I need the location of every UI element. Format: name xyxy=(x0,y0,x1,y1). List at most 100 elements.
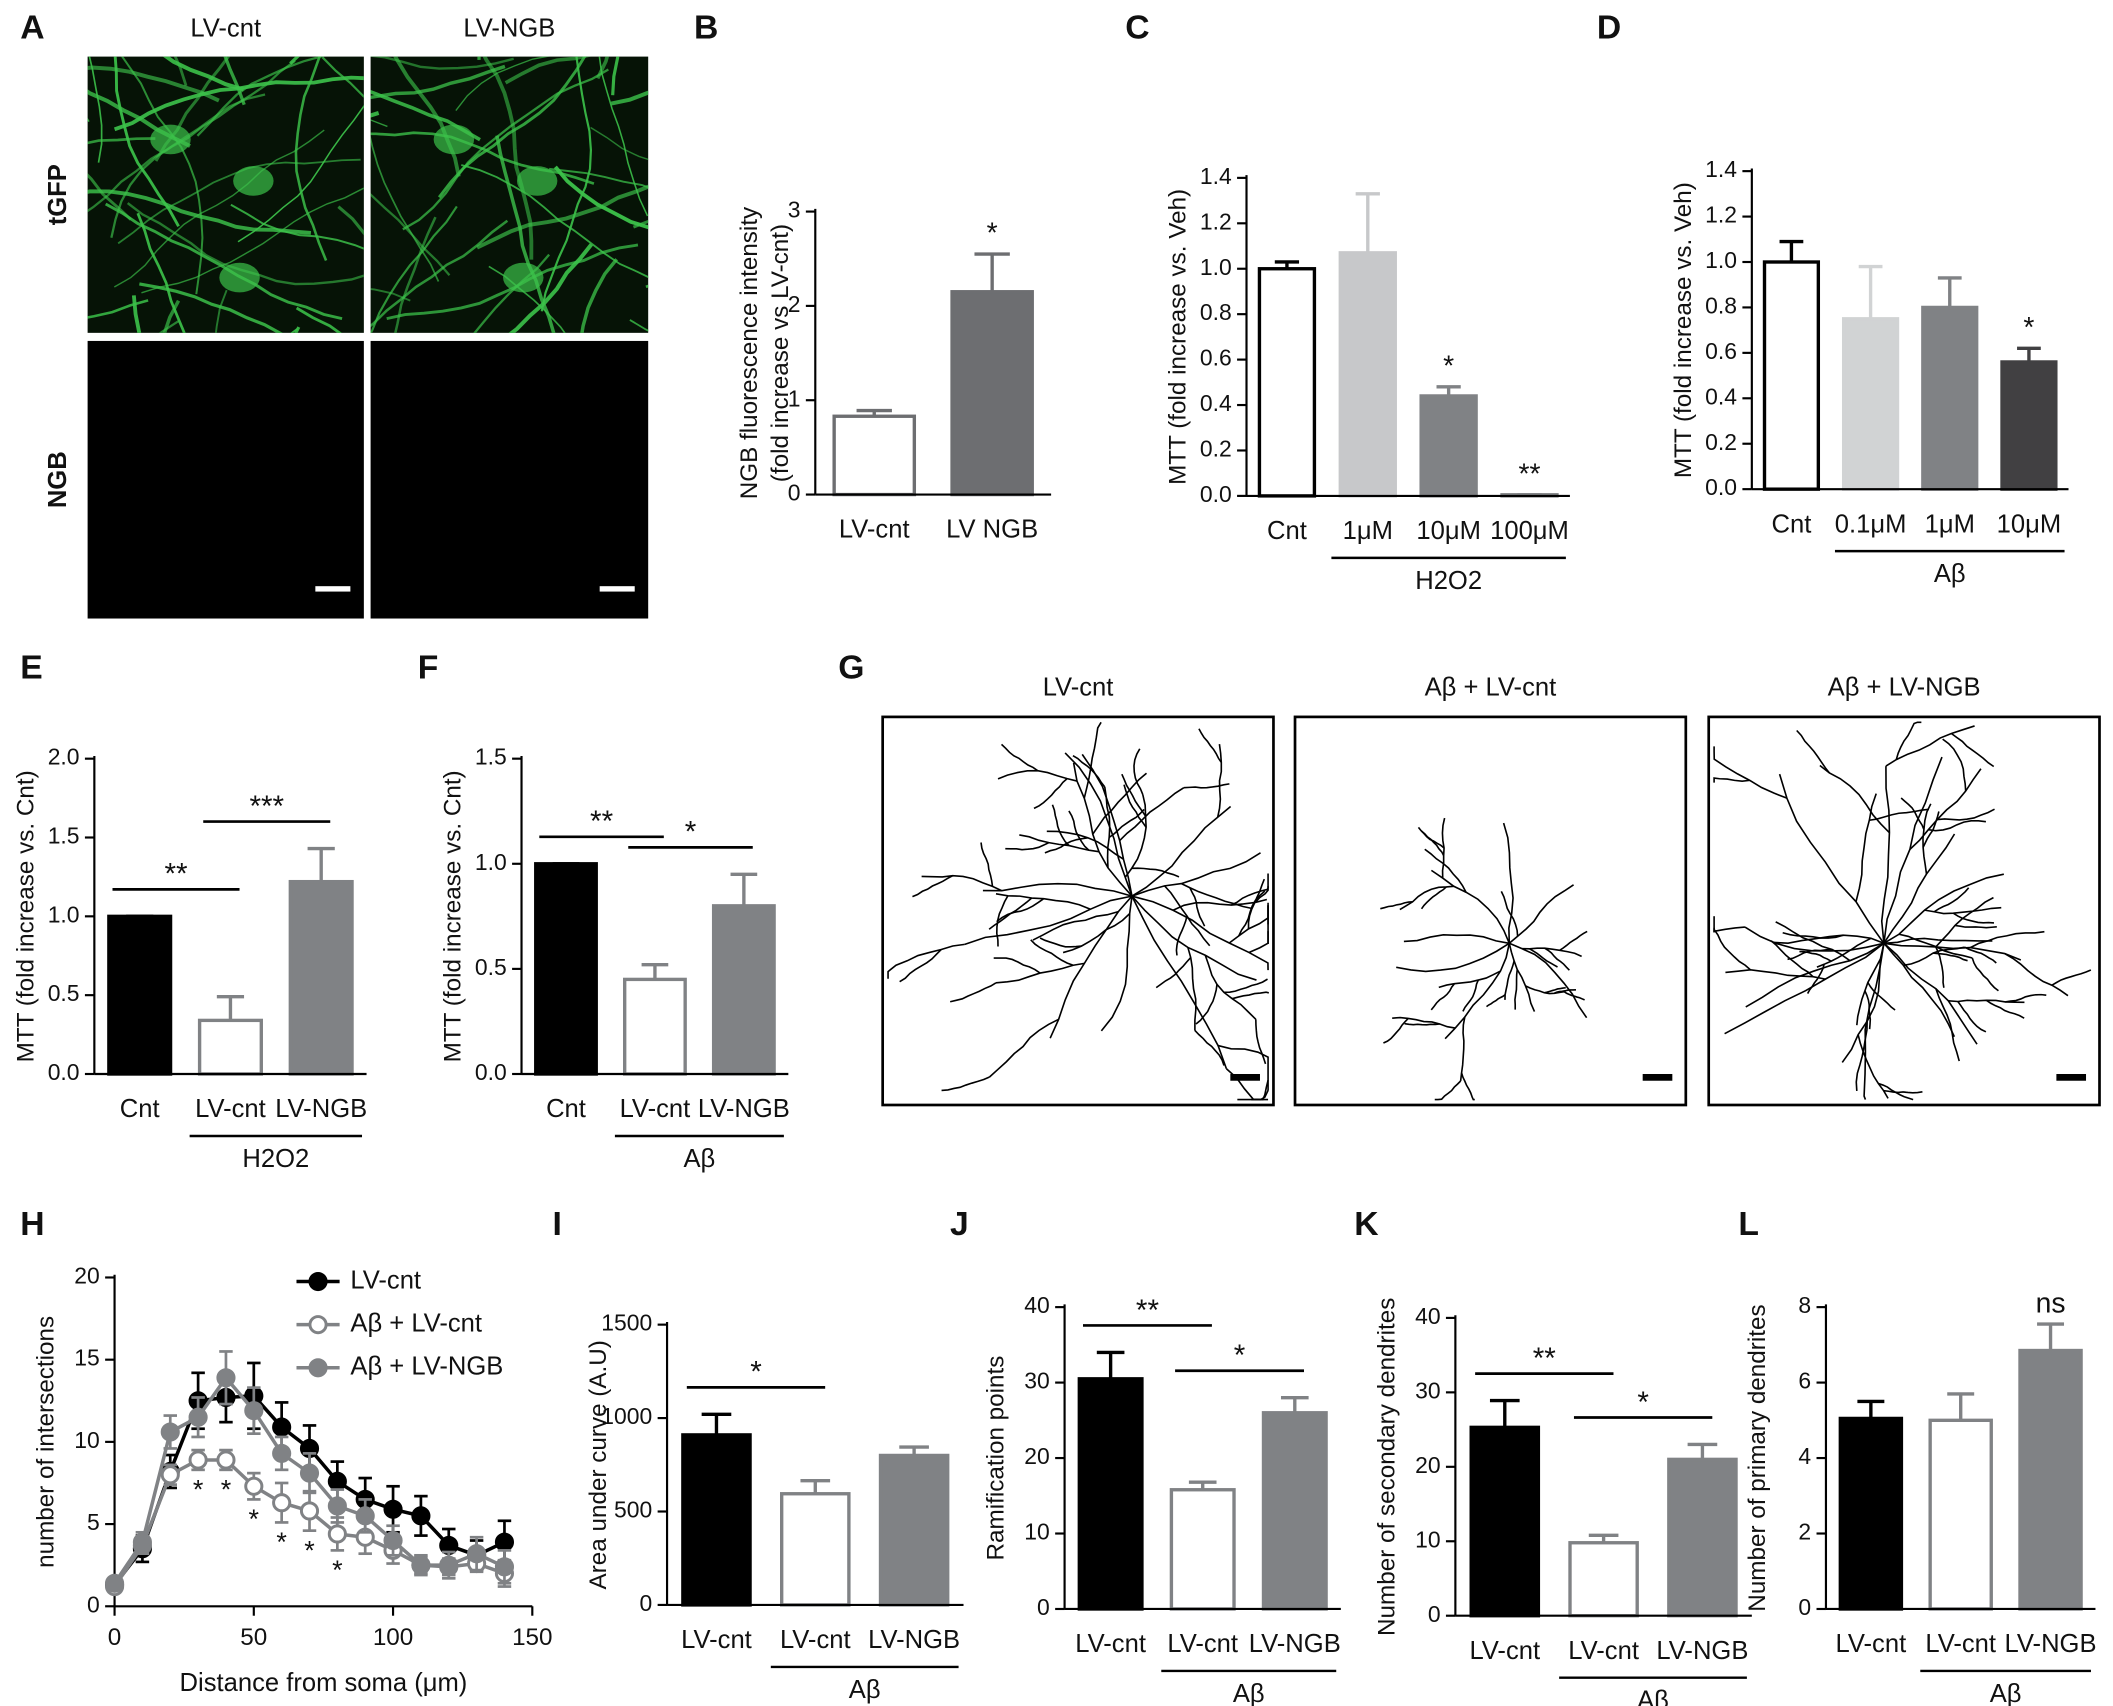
dendrite xyxy=(1559,930,1588,951)
dendrite xyxy=(1131,895,1228,1070)
dendrite xyxy=(1900,797,1925,830)
error-bar xyxy=(641,963,669,980)
y-tick-label: 1.0 xyxy=(48,901,80,927)
soma xyxy=(503,262,544,293)
legend-marker xyxy=(308,1315,328,1335)
dendrite xyxy=(1942,738,1967,792)
dendrite xyxy=(1952,912,1995,924)
dendrite xyxy=(980,842,994,887)
significance: *** xyxy=(249,790,284,823)
neurite xyxy=(87,173,132,221)
y-tick-label: 1.4 xyxy=(1705,156,1737,182)
y-axis-label: number of intersections xyxy=(33,1316,60,1568)
dendrite xyxy=(1198,728,1222,763)
y-tick-label: 0.2 xyxy=(1200,436,1232,462)
error-bar xyxy=(2017,346,2041,362)
bar xyxy=(878,1453,950,1607)
y-tick-label: 30 xyxy=(1024,1368,1049,1394)
dendrite xyxy=(1895,721,1922,760)
dendrite xyxy=(1775,921,1851,962)
dendrite xyxy=(1504,960,1515,1000)
dendrite xyxy=(1508,942,1588,1019)
scale-bar xyxy=(315,586,351,592)
marker xyxy=(355,1506,375,1526)
dendrite xyxy=(1399,885,1454,911)
dendrite xyxy=(1971,957,1999,992)
y-tick-label: 0.4 xyxy=(1200,390,1232,416)
dendrite xyxy=(964,895,1133,946)
y-tick-label: 0 xyxy=(87,1591,100,1617)
dendrite xyxy=(1403,933,1510,945)
x-tick-label: LV-NGB xyxy=(2005,1630,2097,1658)
bar xyxy=(2000,360,2058,491)
group-label: H2O2 xyxy=(242,1145,309,1173)
dendrite xyxy=(988,897,1033,930)
significance: * xyxy=(276,1527,287,1557)
legend-marker xyxy=(308,1271,328,1292)
dendrite xyxy=(988,1018,1060,1078)
dendrite xyxy=(1189,887,1206,927)
dendrite xyxy=(1486,994,1506,1008)
dendrite xyxy=(1880,766,1891,944)
dendrite xyxy=(1444,943,1511,1040)
dendrite xyxy=(1072,762,1133,897)
marker xyxy=(299,1463,320,1483)
marker xyxy=(383,1530,403,1551)
panel-letter: K xyxy=(1354,1206,1378,1243)
y-axis-label: MTT (fold increase vs. Cnt) xyxy=(440,770,467,1062)
dendrite xyxy=(1521,947,1582,958)
dendrite xyxy=(1856,958,1882,1026)
column-title: LV-cnt xyxy=(190,14,261,42)
marker xyxy=(188,1407,208,1427)
dendrite xyxy=(1195,984,1218,1025)
y-tick-label: 0.8 xyxy=(1200,299,1232,325)
neurite xyxy=(162,56,245,92)
y-tick-label: 1.2 xyxy=(1705,202,1737,228)
dendrite xyxy=(1392,1016,1456,1029)
dendrite xyxy=(1937,808,1995,821)
bar xyxy=(1077,1377,1144,1611)
dendrite xyxy=(1883,833,1956,944)
panel-letter: F xyxy=(418,650,439,687)
neurite xyxy=(141,187,364,294)
dendrite xyxy=(1514,969,1519,1010)
dendrite xyxy=(1819,764,1890,834)
dendrite xyxy=(1744,926,1885,952)
y-tick-label: 0.0 xyxy=(48,1059,80,1085)
dendrite xyxy=(1883,873,2005,944)
significance: * xyxy=(1234,1339,1246,1372)
x-tick-label: 1μM xyxy=(1925,510,1975,538)
dendrite xyxy=(1005,841,1050,851)
marker xyxy=(104,1573,125,1593)
dendrite xyxy=(1217,1044,1269,1091)
significance: ** xyxy=(1136,1294,1160,1327)
x-tick-label: LV-cnt xyxy=(839,516,910,544)
dendrite xyxy=(1434,1080,1462,1101)
marker xyxy=(327,1524,347,1544)
y-axis-label: MTT (fold increase vs. Veh) xyxy=(1670,182,1697,478)
significance: * xyxy=(193,1475,204,1505)
panel-letter: J xyxy=(950,1206,969,1243)
x-tick-label: 150 xyxy=(512,1624,552,1651)
x-tick-label: LV-cnt xyxy=(1167,1630,1238,1658)
dendrite xyxy=(1774,934,1885,945)
error-bar xyxy=(1355,192,1380,253)
y-tick-label: 30 xyxy=(1415,1377,1440,1403)
marker xyxy=(494,1557,515,1577)
dendrite xyxy=(1380,900,1413,910)
y-axis-label: Number of primary dendrites xyxy=(1744,1304,1771,1611)
dendrite xyxy=(982,882,1133,897)
x-axis-label: Distance from soma (μm) xyxy=(180,1669,468,1697)
y-tick-label: 0.6 xyxy=(1200,345,1232,371)
micrograph xyxy=(370,340,649,619)
group-label: Aβ xyxy=(684,1145,716,1173)
dendrite xyxy=(1183,783,1230,789)
y-tick-label: 1000 xyxy=(601,1403,652,1429)
group-label: H2O2 xyxy=(1415,567,1482,595)
neurite xyxy=(455,56,550,111)
bar xyxy=(1921,305,1979,491)
x-tick-label: LV NGB xyxy=(946,516,1038,544)
x-tick-label: LV-cnt xyxy=(681,1626,752,1654)
dendrite xyxy=(1254,1019,1267,1065)
dendrite xyxy=(1725,969,1826,980)
